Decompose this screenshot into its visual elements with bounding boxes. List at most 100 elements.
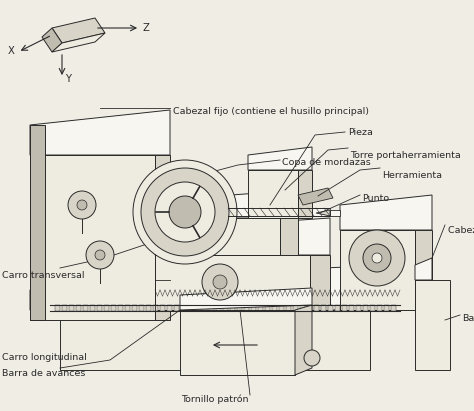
Text: Torre portaherramienta: Torre portaherramienta	[350, 150, 461, 159]
Polygon shape	[160, 305, 165, 311]
Polygon shape	[295, 305, 312, 375]
Polygon shape	[139, 305, 144, 311]
Polygon shape	[280, 218, 298, 255]
Polygon shape	[384, 305, 389, 311]
Circle shape	[95, 250, 105, 260]
Polygon shape	[335, 305, 340, 311]
Polygon shape	[251, 305, 256, 311]
Polygon shape	[83, 305, 88, 311]
Polygon shape	[244, 305, 249, 311]
Polygon shape	[310, 255, 330, 310]
Polygon shape	[279, 305, 284, 311]
Polygon shape	[230, 305, 235, 311]
Polygon shape	[237, 305, 242, 311]
Circle shape	[213, 275, 227, 289]
Polygon shape	[132, 305, 137, 311]
Polygon shape	[228, 208, 330, 216]
Polygon shape	[69, 305, 74, 311]
Circle shape	[86, 241, 114, 269]
Circle shape	[202, 264, 238, 300]
Circle shape	[169, 196, 201, 228]
Polygon shape	[180, 288, 312, 310]
Text: Y: Y	[65, 74, 71, 84]
Polygon shape	[314, 305, 319, 311]
Polygon shape	[340, 195, 432, 230]
Polygon shape	[298, 188, 333, 205]
Polygon shape	[30, 155, 155, 320]
Polygon shape	[340, 230, 415, 310]
Polygon shape	[316, 210, 330, 216]
Polygon shape	[76, 305, 81, 311]
Text: Punto: Punto	[362, 194, 389, 203]
Polygon shape	[60, 265, 390, 310]
Circle shape	[349, 230, 405, 286]
Text: Pieza: Pieza	[348, 127, 373, 136]
Text: Cabezal fijo (contiene el husillo principal): Cabezal fijo (contiene el husillo princi…	[173, 106, 369, 115]
Polygon shape	[111, 305, 116, 311]
Text: Cabezal móvil: Cabezal móvil	[448, 226, 474, 235]
Polygon shape	[60, 310, 370, 370]
Polygon shape	[195, 305, 200, 311]
Polygon shape	[118, 305, 123, 311]
Polygon shape	[167, 305, 172, 311]
Polygon shape	[30, 280, 60, 310]
Polygon shape	[104, 305, 109, 311]
Polygon shape	[363, 305, 368, 311]
Polygon shape	[321, 305, 326, 311]
Polygon shape	[188, 305, 193, 311]
Polygon shape	[146, 305, 151, 311]
Polygon shape	[370, 305, 375, 311]
Polygon shape	[30, 125, 45, 320]
Polygon shape	[415, 230, 432, 310]
Polygon shape	[153, 305, 158, 311]
Polygon shape	[125, 305, 130, 311]
Polygon shape	[415, 258, 432, 280]
Circle shape	[304, 350, 320, 366]
Text: Tornillo patrón: Tornillo patrón	[181, 395, 249, 404]
Polygon shape	[202, 305, 207, 311]
Polygon shape	[298, 170, 312, 218]
Polygon shape	[391, 305, 396, 311]
Polygon shape	[330, 210, 340, 216]
Polygon shape	[180, 310, 295, 375]
Polygon shape	[52, 33, 105, 52]
Circle shape	[372, 253, 382, 263]
Text: Herramienta: Herramienta	[382, 171, 442, 180]
Polygon shape	[293, 305, 298, 311]
Polygon shape	[155, 155, 170, 320]
Polygon shape	[258, 305, 263, 311]
Polygon shape	[90, 305, 95, 311]
Polygon shape	[165, 218, 280, 255]
Polygon shape	[42, 28, 62, 52]
Circle shape	[133, 160, 237, 264]
Polygon shape	[155, 255, 310, 310]
Polygon shape	[415, 280, 450, 370]
Polygon shape	[174, 305, 179, 311]
Circle shape	[155, 182, 215, 242]
Circle shape	[68, 191, 96, 219]
Polygon shape	[356, 305, 361, 311]
Polygon shape	[209, 305, 214, 311]
Text: Carro longitudinal: Carro longitudinal	[2, 353, 87, 362]
Polygon shape	[265, 305, 270, 311]
Polygon shape	[370, 265, 390, 310]
Polygon shape	[328, 305, 333, 311]
Circle shape	[363, 244, 391, 272]
Polygon shape	[300, 305, 305, 311]
Polygon shape	[248, 170, 298, 218]
Polygon shape	[349, 305, 354, 311]
Polygon shape	[223, 305, 228, 311]
Polygon shape	[216, 305, 221, 311]
Polygon shape	[286, 305, 291, 311]
Circle shape	[77, 200, 87, 210]
Text: Carro transversal: Carro transversal	[2, 271, 84, 280]
Text: Z: Z	[143, 23, 150, 33]
Polygon shape	[165, 190, 298, 218]
Polygon shape	[307, 305, 312, 311]
Polygon shape	[155, 218, 330, 255]
Polygon shape	[181, 305, 186, 311]
Polygon shape	[377, 305, 382, 311]
Polygon shape	[30, 110, 170, 155]
Circle shape	[141, 168, 229, 256]
Text: X: X	[8, 46, 15, 56]
